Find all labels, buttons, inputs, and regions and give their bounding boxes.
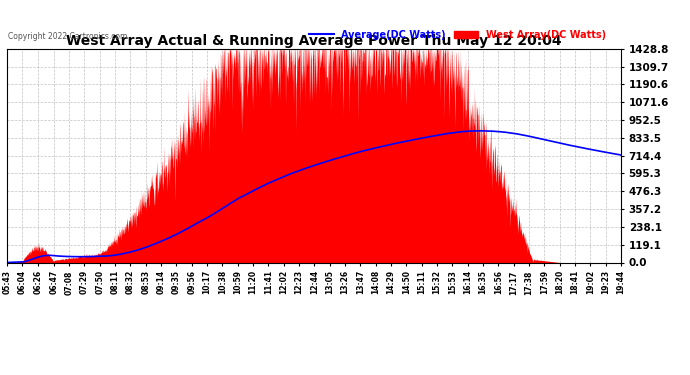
Title: West Array Actual & Running Average Power Thu May 12 20:04: West Array Actual & Running Average Powe…: [66, 34, 562, 48]
Text: Copyright 2022 Cartronics.com: Copyright 2022 Cartronics.com: [8, 32, 128, 41]
Legend: Average(DC Watts), West Array(DC Watts): Average(DC Watts), West Array(DC Watts): [306, 26, 610, 44]
